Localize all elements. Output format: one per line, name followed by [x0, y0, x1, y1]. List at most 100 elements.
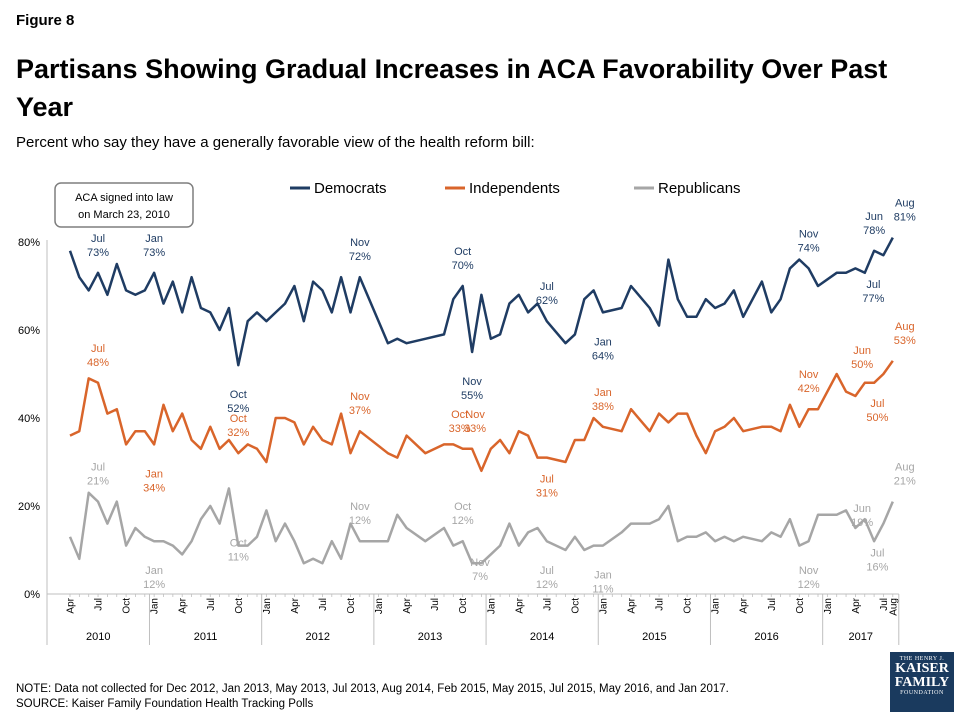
data-label-month: Nov	[799, 228, 819, 240]
data-label-month: Jun	[853, 345, 871, 357]
data-label-month: Oct	[230, 389, 247, 401]
x-tick-label: Oct	[570, 598, 581, 614]
data-label-month: Oct	[451, 409, 468, 421]
year-label: 2010	[86, 631, 110, 643]
series-line-republicans	[68, 487, 894, 565]
year-label: 2012	[306, 631, 330, 643]
x-tick-label: Oct	[122, 598, 133, 614]
data-label-value: 12%	[349, 515, 371, 527]
data-label-value: 73%	[143, 247, 165, 259]
data-label-value: 12%	[536, 579, 558, 591]
x-tick-label: Jul	[206, 598, 217, 611]
annotation-text-line-2: on March 23, 2010	[78, 209, 170, 221]
data-label-value: 16%	[866, 562, 888, 574]
data-label-month: Jan	[145, 565, 163, 577]
data-label-value: 34%	[143, 482, 165, 494]
data-label-month: Jun	[853, 503, 871, 515]
data-label-month: Jul	[540, 281, 554, 293]
data-label-value: 12%	[143, 579, 165, 591]
y-tick-label: 40%	[18, 413, 40, 425]
year-label: 2014	[530, 631, 554, 643]
data-label-month: Oct	[454, 246, 471, 258]
data-label-month: Aug	[895, 462, 915, 474]
x-tick-label: Apr	[514, 597, 525, 613]
x-tick-label: Apr	[739, 597, 750, 613]
data-label-value: 32%	[227, 427, 249, 439]
data-label-month: Jul	[91, 462, 105, 474]
logo-line-1: THE HENRY J.	[899, 656, 945, 662]
x-tick-label: Apr	[851, 597, 862, 613]
x-tick-label: Jul	[430, 598, 441, 611]
data-label-value: 31%	[536, 488, 558, 500]
data-label-value: 33%	[464, 423, 486, 435]
legend-label-independents: Independents	[469, 180, 560, 197]
y-tick-label: 60%	[18, 325, 40, 337]
data-label-month: Jul	[91, 233, 105, 245]
data-label-month: Jul	[540, 565, 554, 577]
x-tick-label: Apr	[290, 597, 301, 613]
data-label-value: 38%	[592, 401, 614, 413]
x-tick-label: Oct	[458, 598, 469, 614]
data-label-month: Aug	[895, 198, 915, 210]
legend-label-democrats: Democrats	[314, 180, 387, 197]
data-label-month: Jul	[870, 548, 884, 560]
x-tick-label: Aug	[888, 598, 899, 616]
x-tick-label: Apr	[402, 597, 413, 613]
data-label-value: 48%	[87, 357, 109, 369]
y-tick-label: 20%	[18, 501, 40, 513]
data-label-month: Jul	[540, 474, 554, 486]
data-label-value: 55%	[461, 390, 483, 402]
data-label-value: 19%	[851, 517, 873, 529]
data-label-value: 21%	[87, 476, 109, 488]
data-label-value: 50%	[866, 412, 888, 424]
year-label: 2013	[418, 631, 442, 643]
data-label-month: Jan	[594, 336, 612, 348]
data-label-month: Nov	[799, 369, 819, 381]
data-label-value: 70%	[452, 260, 474, 272]
x-tick-label: Apr	[178, 597, 189, 613]
data-label-value: 73%	[87, 247, 109, 259]
source-note: SOURCE: Kaiser Family Foundation Health …	[16, 698, 314, 710]
year-label: 2015	[642, 631, 666, 643]
logo-line-3: FAMILY	[894, 675, 950, 690]
data-label-month: Nov	[465, 409, 485, 421]
data-label-value: 78%	[863, 225, 885, 237]
year-label: 2016	[754, 631, 778, 643]
data-label-month: Jul	[91, 343, 105, 355]
data-label-month: Nov	[350, 237, 370, 249]
x-tick-label: Apr	[66, 597, 77, 613]
data-label-month: Jan	[594, 387, 612, 399]
logo-line-2: KAISER	[895, 661, 949, 676]
footnote: NOTE: Data not collected for Dec 2012, J…	[16, 683, 729, 695]
series-line-independents	[69, 360, 894, 473]
year-label: 2011	[194, 631, 218, 643]
data-label-month: Aug	[895, 321, 915, 333]
data-label-value: 64%	[592, 350, 614, 362]
data-label-month: Nov	[799, 565, 819, 577]
data-label-value: 12%	[798, 579, 820, 591]
data-label-month: Jul	[866, 279, 880, 291]
x-tick-label: Jan	[711, 598, 722, 614]
data-label-value: 21%	[894, 476, 916, 488]
x-tick-label: Jan	[598, 598, 609, 614]
data-label-value: 52%	[227, 403, 249, 415]
data-label-value: 33%	[449, 423, 471, 435]
x-tick-label: Jul	[767, 598, 778, 611]
series-line-democrats	[68, 237, 894, 367]
data-label-value: 7%	[472, 571, 488, 583]
logo-line-4: FOUNDATION	[900, 690, 944, 696]
x-tick-label: Jul	[655, 598, 666, 611]
figure-label: Figure 8	[16, 12, 75, 29]
data-label-month: Nov	[470, 557, 490, 569]
data-label-month: Jan	[145, 233, 163, 245]
x-tick-label: Apr	[627, 597, 638, 613]
data-label-value: 74%	[798, 242, 820, 254]
data-label-month: Oct	[230, 413, 247, 425]
data-label-month: Nov	[350, 391, 370, 403]
x-tick-label: Jan	[374, 598, 385, 614]
data-label-month: Jun	[865, 211, 883, 223]
kff-logo: THE HENRY J. KAISER FAMILY FOUNDATION	[890, 652, 954, 712]
data-label-value: 50%	[851, 359, 873, 371]
x-tick-label: Jan	[486, 598, 497, 614]
